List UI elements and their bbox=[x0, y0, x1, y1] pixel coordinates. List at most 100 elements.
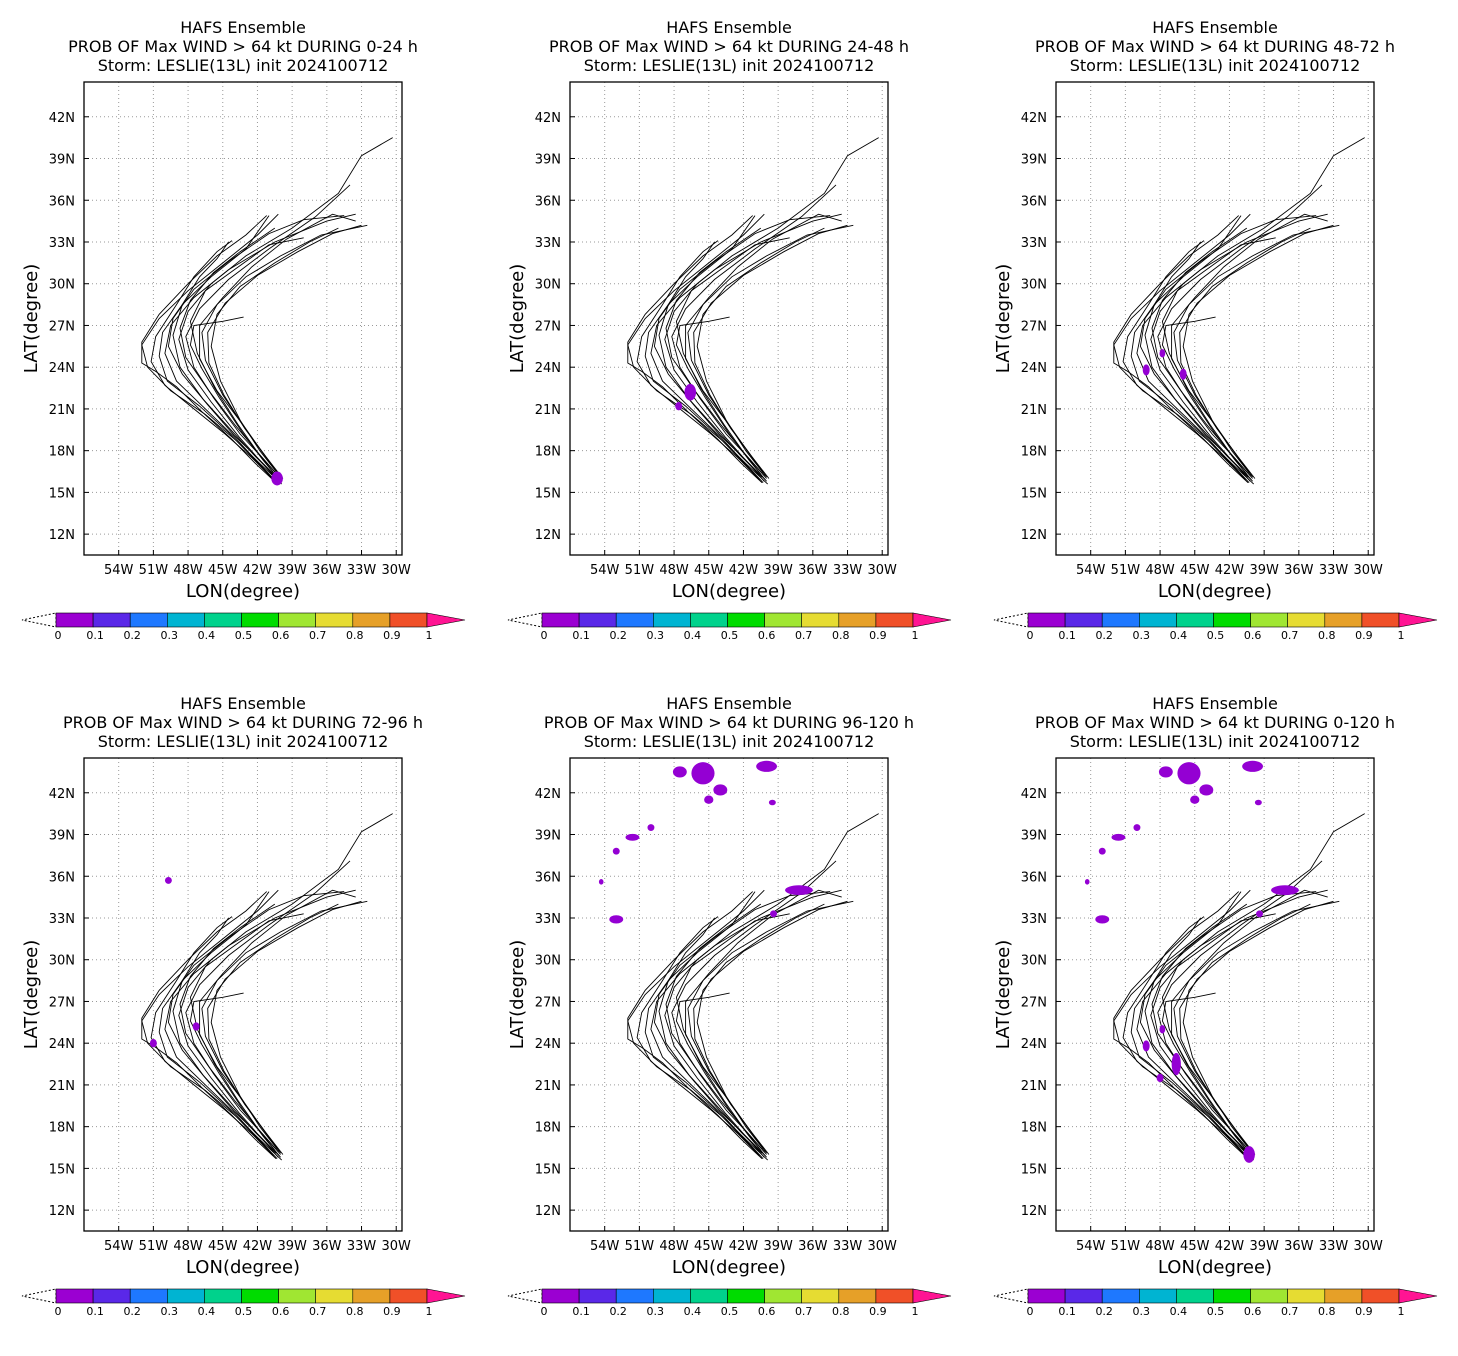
probability-area bbox=[609, 915, 624, 924]
probability-area bbox=[1179, 368, 1187, 380]
colorbar-segment bbox=[1324, 1288, 1363, 1304]
x-tick-label: 39W bbox=[763, 1239, 793, 1254]
colorbar-segment bbox=[578, 1288, 617, 1304]
y-tick-label: 18N bbox=[49, 445, 75, 460]
probability-area bbox=[612, 847, 620, 855]
ensemble-track bbox=[627, 215, 763, 484]
colorbar-label: 0.9 bbox=[869, 629, 887, 642]
colorbar-high-arrow bbox=[426, 612, 466, 628]
colorbar-label: 0.8 bbox=[346, 629, 364, 642]
x-tick-label: 39W bbox=[763, 563, 793, 578]
x-tick-label: 45W bbox=[208, 563, 238, 578]
probability-area bbox=[625, 833, 640, 841]
colorbar-label: 0.9 bbox=[1355, 1305, 1373, 1318]
colorbar-segment bbox=[690, 1288, 728, 1304]
colorbar-label: 0.4 bbox=[198, 629, 216, 642]
y-tick-label: 36N bbox=[1021, 870, 1047, 885]
y-axis-label: LAT(degree) bbox=[993, 940, 1014, 1049]
chart-title-line2: PROB OF Max WIND > 64 kt DURING 72-96 h bbox=[63, 713, 423, 732]
y-tick-label: 12N bbox=[1021, 1204, 1047, 1219]
ensemble-track bbox=[207, 224, 362, 478]
probability-area bbox=[1243, 1146, 1255, 1163]
probability-area bbox=[1159, 349, 1166, 358]
colorbar-label: 0.4 bbox=[198, 1305, 216, 1318]
x-tick-label: 54W bbox=[104, 563, 134, 578]
y-tick-label: 36N bbox=[535, 194, 561, 209]
probability-area bbox=[704, 795, 714, 804]
colorbar-label: 1 bbox=[426, 629, 433, 642]
y-axis-label: LAT(degree) bbox=[21, 264, 42, 373]
colorbar-label: 0.9 bbox=[383, 629, 401, 642]
probability-area bbox=[1171, 1052, 1181, 1076]
chart-title-line3: Storm: LESLIE(13L) init 2024100712 bbox=[584, 56, 875, 75]
colorbar-label: 0.5 bbox=[235, 629, 253, 642]
y-tick-label: 36N bbox=[1021, 194, 1047, 209]
colorbar-segment bbox=[1027, 612, 1066, 628]
x-tick-label: 36W bbox=[312, 1239, 342, 1254]
plot-content bbox=[1113, 137, 1365, 485]
colorbar-segment bbox=[1213, 1288, 1251, 1304]
probability-area bbox=[164, 876, 172, 884]
colorbar-segment bbox=[1176, 1288, 1214, 1304]
x-tick-label: 48W bbox=[659, 563, 689, 578]
colorbar-label: 0.7 bbox=[795, 629, 813, 642]
plot-frame bbox=[1055, 757, 1375, 1232]
colorbar-segment bbox=[1361, 612, 1400, 628]
y-tick-label: 33N bbox=[49, 912, 75, 927]
ensemble-track bbox=[1144, 241, 1249, 478]
colorbar-segment bbox=[1139, 1288, 1177, 1304]
x-tick-label: 48W bbox=[173, 563, 203, 578]
ensemble-track bbox=[158, 891, 274, 1157]
ensemble-track bbox=[1150, 137, 1365, 482]
colorbar-segment bbox=[838, 1288, 877, 1304]
ensemble-track bbox=[1179, 224, 1334, 478]
ensemble-track bbox=[693, 900, 848, 1154]
probability-area bbox=[271, 471, 283, 486]
colorbar-label: 0.6 bbox=[1244, 1305, 1262, 1318]
chart-title-line2: PROB OF Max WIND > 64 kt DURING 0-24 h bbox=[68, 37, 418, 56]
probability-area bbox=[1158, 766, 1173, 778]
ensemble-track bbox=[1161, 913, 1276, 1151]
colorbar-label: 1 bbox=[1398, 629, 1405, 642]
colorbar-label: 0.4 bbox=[1170, 1305, 1188, 1318]
probability-area bbox=[1133, 824, 1141, 832]
y-tick-label: 15N bbox=[535, 1162, 561, 1177]
chart-title-line1: HAFS Ensemble bbox=[1152, 694, 1278, 713]
y-tick-label: 21N bbox=[1021, 1079, 1047, 1094]
plot-frame bbox=[569, 81, 889, 556]
plot-frame bbox=[569, 757, 889, 1232]
x-tick-label: 48W bbox=[173, 1239, 203, 1254]
colorbar-segment bbox=[315, 1288, 354, 1304]
y-tick-label: 33N bbox=[535, 236, 561, 251]
colorbar-segment bbox=[1027, 1288, 1066, 1304]
y-tick-label: 42N bbox=[1021, 111, 1047, 126]
x-tick-label: 30W bbox=[1354, 563, 1384, 578]
ensemble-track bbox=[1136, 213, 1328, 484]
ensemble-track bbox=[1113, 213, 1255, 485]
y-tick-label: 15N bbox=[49, 486, 75, 501]
colorbar-label: 0 bbox=[541, 629, 548, 642]
y-tick-label: 39N bbox=[535, 829, 561, 844]
ensemble-track bbox=[172, 241, 277, 478]
y-tick-label: 42N bbox=[535, 111, 561, 126]
chart-title-line3: Storm: LESLIE(13L) init 2024100712 bbox=[1070, 732, 1361, 751]
colorbar-segment bbox=[1213, 612, 1251, 628]
colorbar-label: 0.7 bbox=[309, 629, 327, 642]
colorbar-label: 0.4 bbox=[684, 1305, 702, 1318]
colorbar-label: 0.1 bbox=[572, 1305, 590, 1318]
chart-title-line2: PROB OF Max WIND > 64 kt DURING 96-120 h bbox=[544, 713, 914, 732]
ensemble-track bbox=[178, 813, 393, 1158]
colorbar-label: 0.5 bbox=[721, 1305, 739, 1318]
probability-area bbox=[684, 383, 697, 401]
colorbar-segment bbox=[1287, 1288, 1326, 1304]
ensemble-track bbox=[141, 891, 277, 1160]
ensemble-track bbox=[199, 213, 356, 476]
y-axis-label: LAT(degree) bbox=[507, 264, 528, 373]
y-tick-label: 24N bbox=[49, 1037, 75, 1052]
x-axis-label: LON(degree) bbox=[186, 581, 300, 602]
colorbar-label: 0.5 bbox=[235, 1305, 253, 1318]
